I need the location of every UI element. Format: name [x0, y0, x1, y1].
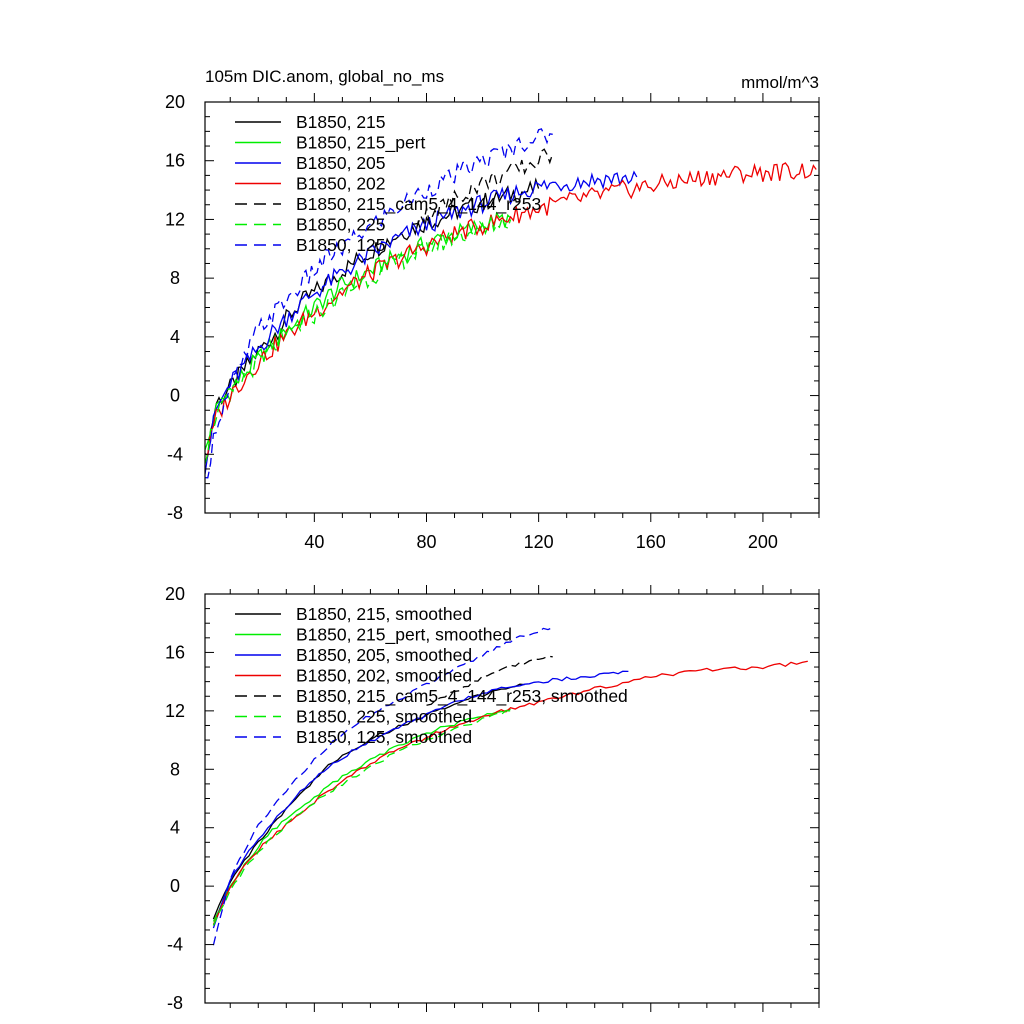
legend-label-b1850-215-smoothed: B1850, 215, smoothed: [296, 604, 472, 624]
y-tick-label: 4: [170, 327, 180, 347]
y-tick-label: 4: [170, 818, 180, 838]
legend-label-b1850-215: B1850, 215: [296, 112, 386, 132]
legend-label-b1850-202-smoothed: B1850, 202, smoothed: [296, 666, 472, 686]
units-label: mmol/m^3: [741, 73, 819, 92]
series-group: [205, 128, 817, 479]
y-tick-label: 8: [170, 759, 180, 779]
y-tick-label: -8: [167, 503, 183, 523]
series-line-b1850-215-cam5-4-144-r253: [412, 148, 554, 225]
legend-label-b1850-225: B1850, 225: [296, 215, 386, 235]
y-tick-label: 12: [165, 209, 185, 229]
x-tick-label: 80: [416, 532, 436, 552]
y-tick-label: -4: [167, 935, 183, 955]
series-line-b1850-215: [205, 177, 540, 457]
series-line-b1850-202: [205, 162, 817, 464]
chart-title: 105m DIC.anom, global_no_ms: [205, 67, 444, 86]
legend-label-b1850-215-pert-smoothed: B1850, 215_pert, smoothed: [296, 625, 512, 646]
y-tick-label: 0: [170, 386, 180, 406]
y-tick-label: 16: [165, 151, 185, 171]
x-tick-label: 40: [304, 532, 324, 552]
x-tick-label: 160: [636, 532, 666, 552]
series-line-b1850-125-smoothed: [212, 627, 553, 946]
legend-label-b1850-125: B1850, 125: [296, 235, 386, 255]
series-line-b1850-215-pert: [205, 211, 512, 450]
legend-label-b1850-205: B1850, 205: [296, 153, 386, 173]
y-tick-label: -8: [167, 993, 183, 1013]
legend-label-b1850-202: B1850, 202: [296, 174, 386, 194]
x-tick-label: 200: [748, 532, 778, 552]
top-panel-dic-anomaly: 105m DIC.anom, global_no_ms mmol/m^3 -8 -4 0…: [165, 67, 820, 552]
legend-label-b1850-215-pert: B1850, 215_pert: [296, 133, 426, 154]
y-tick-label: 8: [170, 268, 180, 288]
y-tick-label: 16: [165, 642, 185, 662]
series-line-b1850-215-pert-smoothed: [212, 708, 511, 922]
series-line-b1850-215-smoothed: [212, 683, 525, 920]
series-line-b1850-205: [205, 170, 638, 475]
series-line-b1850-125: [205, 128, 553, 479]
y-tick-label: 20: [165, 92, 185, 112]
y-tick-label: 20: [165, 584, 185, 604]
legend-label-b1850-215-cam5-4-144-r253-smoothed: B1850, 215_cam5_4_144_r253, smoothed: [296, 686, 628, 707]
y-tick-label: 12: [165, 701, 185, 721]
legend-label-b1850-125-smoothed: B1850, 125, smoothed: [296, 727, 472, 747]
legend-label-b1850-225-smoothed: B1850, 225, smoothed: [296, 707, 472, 727]
series-line-b1850-215-cam5-4-144-r253-smoothed: [426, 655, 553, 706]
legend-label-b1850-215-cam5-4-144-r253: B1850, 215_cam5_4_144_r253: [296, 194, 541, 215]
legend-label-b1850-205-smoothed: B1850, 205, smoothed: [296, 645, 472, 665]
y-tick-label: 0: [170, 876, 180, 896]
y-tick-label: -4: [167, 444, 183, 464]
x-tick-label: 120: [524, 532, 554, 552]
series-line-b1850-205-smoothed: [212, 670, 629, 929]
series-group: [212, 627, 808, 946]
